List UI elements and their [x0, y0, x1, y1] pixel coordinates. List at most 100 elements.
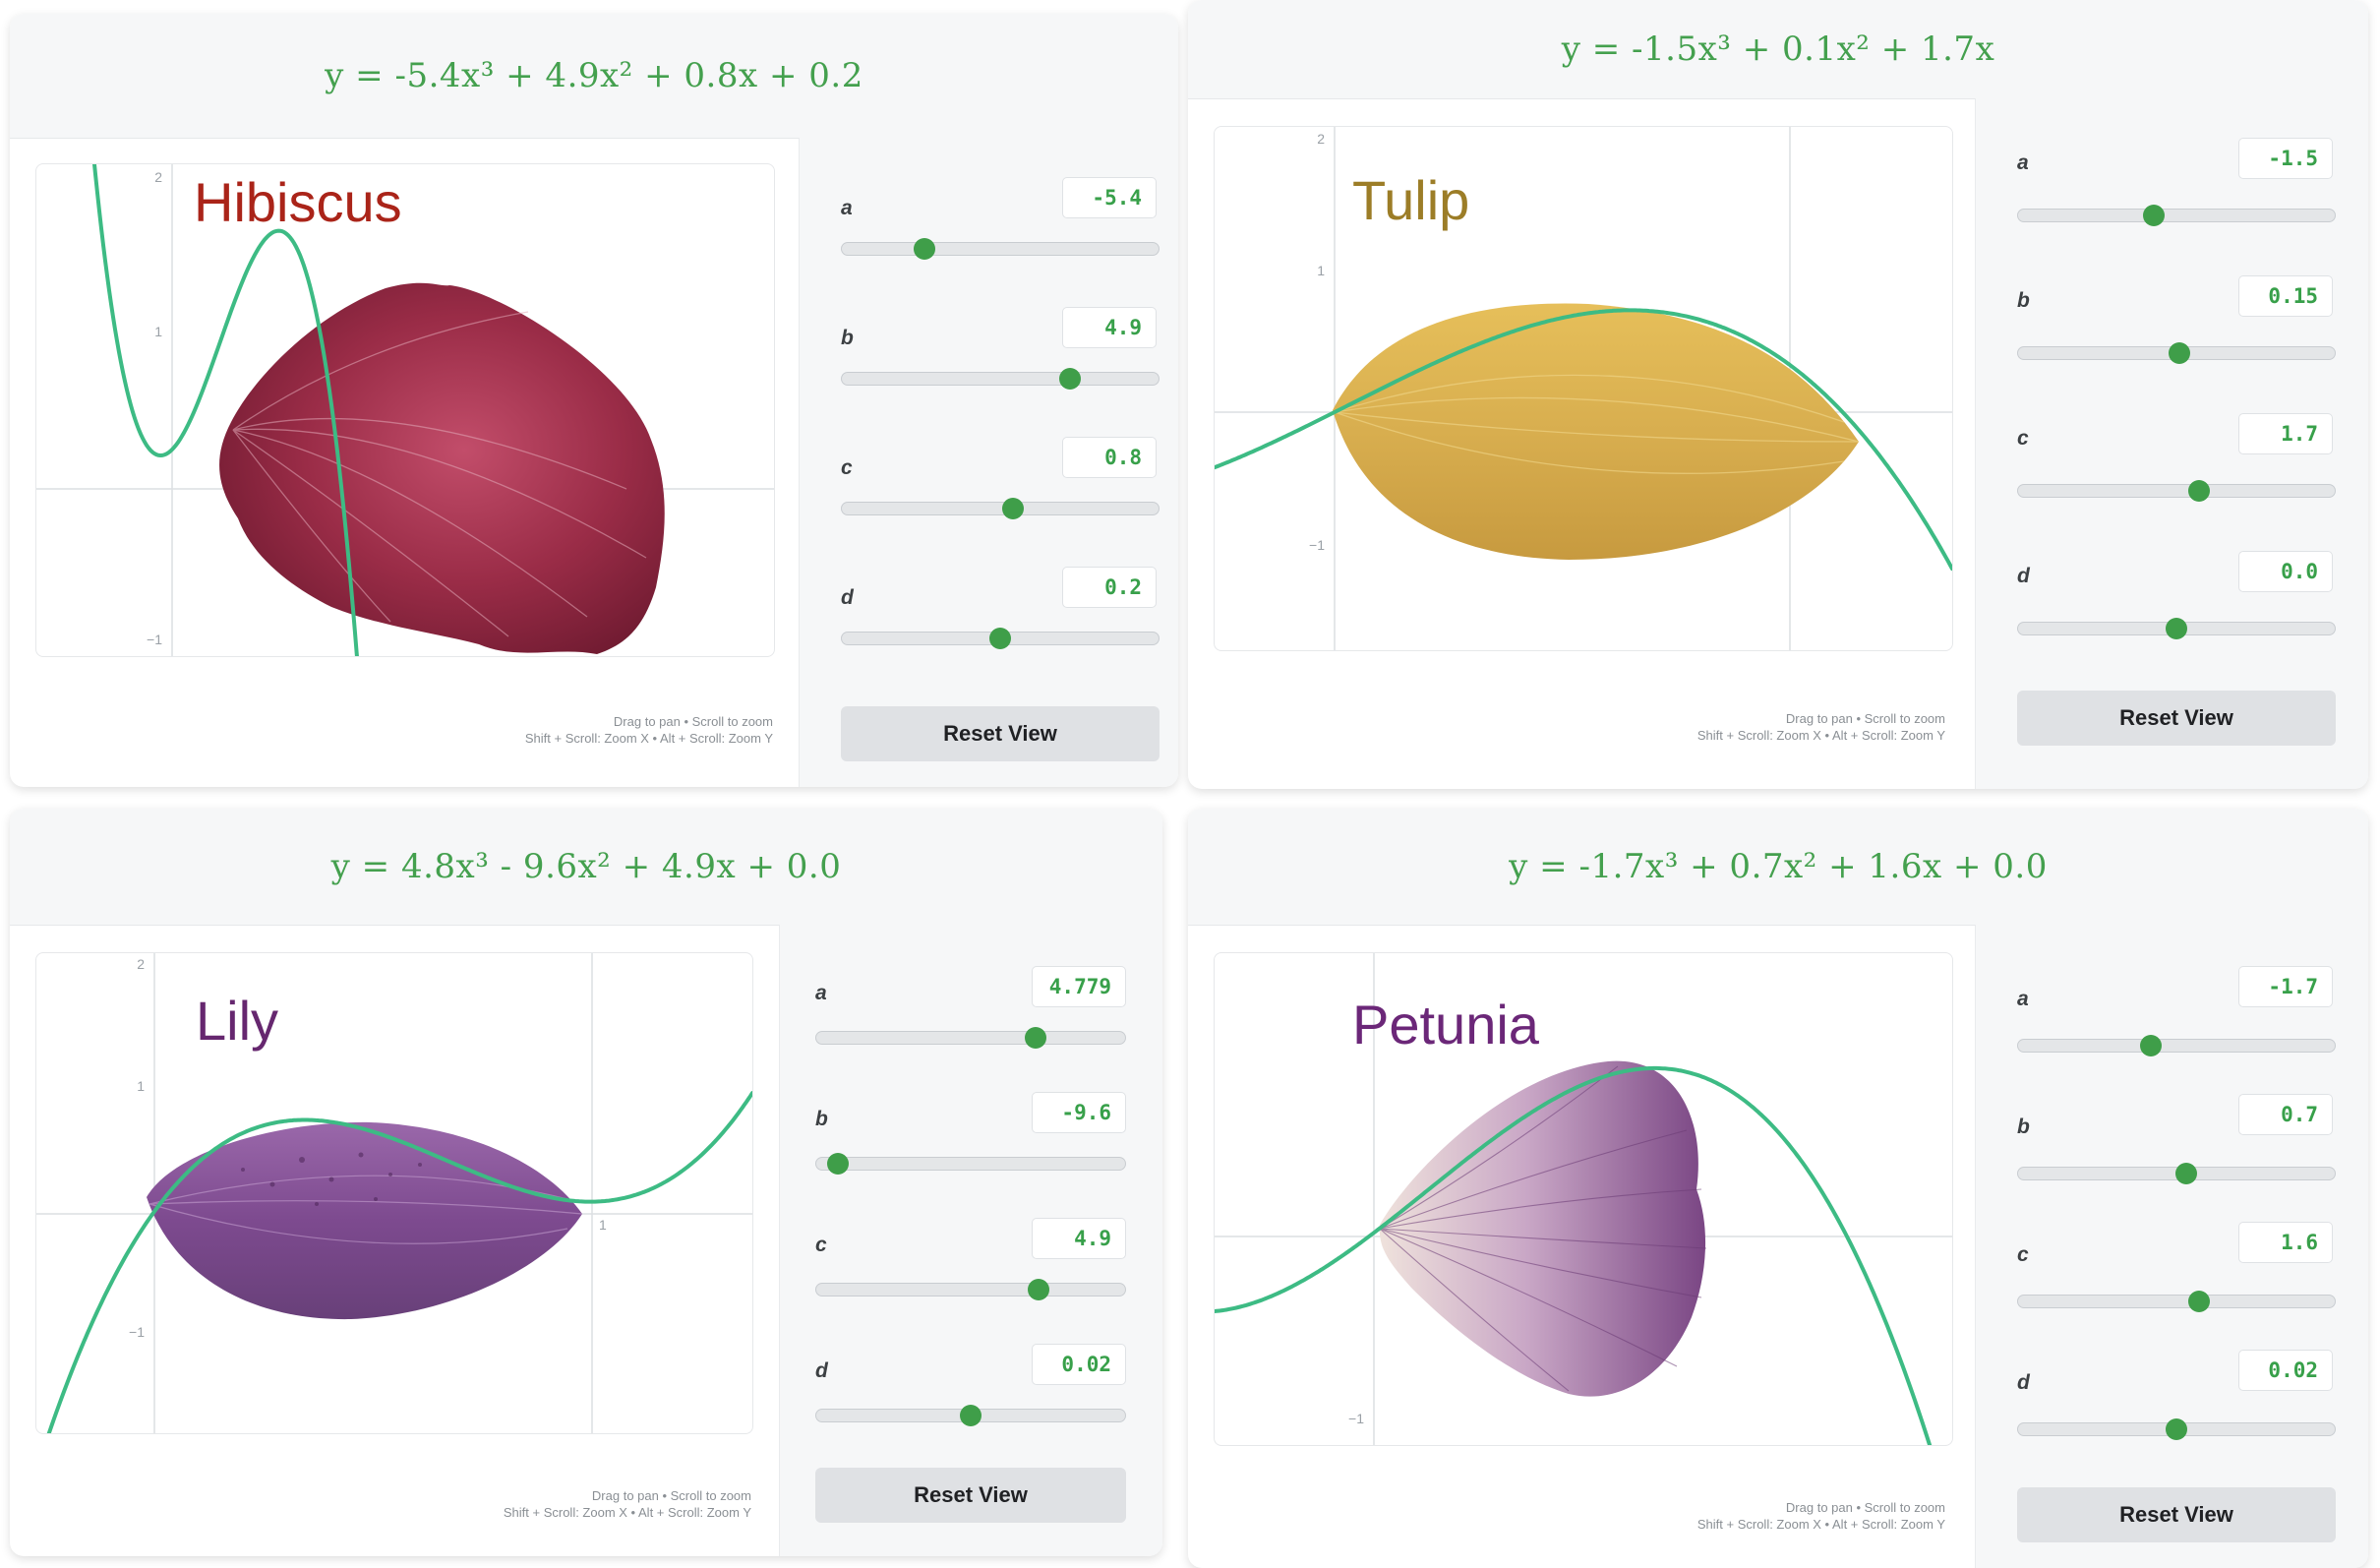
param-a-label: a [841, 197, 853, 219]
param-a-slider[interactable] [2017, 1035, 2336, 1056]
graph-canvas[interactable]: −1 [1214, 952, 1953, 1446]
equation-label: y = -5.4x³ + 4.9x² + 0.8x + 0.2 [325, 56, 863, 95]
param-d-slider[interactable] [2017, 618, 2336, 639]
graph-canvas[interactable]: 2 1 −1 Tulip [1214, 126, 1953, 651]
hibiscus-petal-image [219, 282, 665, 654]
slider-knob[interactable] [989, 628, 1011, 649]
cubic-curve [1215, 1065, 1933, 1445]
param-c-input[interactable]: 4.9 [1032, 1218, 1126, 1259]
slider-knob[interactable] [913, 238, 935, 260]
param-b-label: b [2017, 289, 2030, 312]
param-c-slider[interactable] [841, 498, 1160, 519]
reset-view-button[interactable]: Reset View [841, 706, 1160, 761]
reset-view-button[interactable]: Reset View [2017, 1487, 2336, 1542]
param-b-label: b [815, 1108, 828, 1130]
param-a-slider[interactable] [841, 238, 1160, 260]
equation-header: y = -1.7x³ + 0.7x² + 1.6x + 0.0 [1188, 809, 2368, 926]
graph-svg: 2 1 −1 [36, 164, 774, 656]
controls-panel: a -5.4 b 4.9 c 0.8 d 0.2 Reset View [799, 138, 1178, 787]
equation-label: y = -1.7x³ + 0.7x² + 1.6x + 0.0 [1509, 847, 2048, 886]
slider-knob[interactable] [2187, 1291, 2210, 1312]
param-a-slider[interactable] [815, 1027, 1126, 1049]
y-tick-label: 2 [1317, 131, 1325, 147]
slider-knob[interactable] [2166, 618, 2187, 639]
flower-name-label: Tulip [1352, 169, 1470, 231]
slider-knob[interactable] [2140, 1035, 2163, 1056]
controls-panel: a -1.7 b 0.7 c 1.6 d 0.02 Reset View [1975, 925, 2368, 1568]
param-b-slider[interactable] [2017, 342, 2336, 364]
hint-line: Shift + Scroll: Zoom X • Alt + Scroll: Z… [503, 1505, 751, 1520]
param-d-slider[interactable] [2017, 1418, 2336, 1440]
param-d-label: d [2017, 565, 2030, 587]
slider-knob[interactable] [2143, 205, 2166, 226]
x-tick-label: 1 [599, 1217, 607, 1233]
param-b-input[interactable]: 4.9 [1062, 307, 1157, 348]
param-c-label: c [2017, 427, 2029, 450]
param-d-input[interactable]: 0.02 [1032, 1344, 1126, 1385]
y-tick-label: 2 [154, 169, 162, 185]
slider-knob[interactable] [2169, 342, 2191, 364]
hibiscus-card: y = -5.4x³ + 4.9x² + 0.8x + 0.2 2 1 −1 [10, 14, 1178, 787]
cubic-curve [46, 1091, 752, 1433]
param-c-slider[interactable] [2017, 480, 2336, 502]
param-d-label: d [841, 586, 854, 609]
equation-header: y = -1.5x³ + 0.1x² + 1.7x [1188, 0, 2368, 99]
param-d-slider[interactable] [815, 1405, 1126, 1426]
param-c-label: c [841, 456, 853, 479]
equation-label: y = 4.8x³ - 9.6x² + 4.9x + 0.0 [330, 847, 842, 886]
param-b-slider[interactable] [815, 1153, 1126, 1175]
param-c-slider[interactable] [2017, 1291, 2336, 1312]
param-c-input[interactable]: 1.6 [2238, 1222, 2333, 1263]
cubic-curve [91, 164, 359, 656]
param-d-input[interactable]: 0.2 [1062, 567, 1157, 608]
slider-knob[interactable] [2174, 1163, 2197, 1184]
param-b-slider[interactable] [841, 368, 1160, 390]
hint-line: Drag to pan • Scroll to zoom [1785, 711, 1945, 726]
slider-knob[interactable] [960, 1405, 982, 1426]
param-a-input[interactable]: -5.4 [1062, 177, 1157, 218]
param-c-slider[interactable] [815, 1279, 1126, 1300]
reset-view-button[interactable]: Reset View [2017, 691, 2336, 746]
param-a-slider[interactable] [2017, 205, 2336, 226]
slider-knob[interactable] [1024, 1027, 1046, 1049]
equation-header: y = -5.4x³ + 4.9x² + 0.8x + 0.2 [10, 14, 1178, 139]
param-a-input[interactable]: 4.779 [1032, 966, 1126, 1007]
param-c-label: c [815, 1234, 827, 1256]
slider-knob[interactable] [1001, 498, 1024, 519]
reset-view-button[interactable]: Reset View [815, 1468, 1126, 1523]
param-c-input[interactable]: 1.7 [2238, 413, 2333, 454]
controls-panel: a 4.779 b -9.6 c 4.9 d 0.02 Reset View [779, 925, 1162, 1556]
param-c-input[interactable]: 0.8 [1062, 437, 1157, 478]
y-tick-label: 1 [1317, 263, 1325, 278]
y-tick-label: 2 [137, 956, 145, 972]
slider-knob[interactable] [1028, 1279, 1050, 1300]
param-b-label: b [2017, 1116, 2030, 1138]
param-b-slider[interactable] [2017, 1163, 2336, 1184]
param-b-input[interactable]: -9.6 [1032, 1092, 1126, 1133]
y-tick-label: −1 [129, 1324, 145, 1340]
param-d-input[interactable]: 0.0 [2238, 551, 2333, 592]
graph-svg: 2 1 −1 1 [36, 953, 752, 1433]
hint-line: Shift + Scroll: Zoom X • Alt + Scroll: Z… [1696, 728, 1945, 743]
param-b-input[interactable]: 0.7 [2238, 1094, 2333, 1135]
slider-knob[interactable] [826, 1153, 849, 1175]
slider-knob[interactable] [1058, 368, 1081, 390]
hint-line: Drag to pan • Scroll to zoom [591, 1488, 751, 1503]
param-d-slider[interactable] [841, 628, 1160, 649]
param-b-input[interactable]: 0.15 [2238, 275, 2333, 317]
hint-line: Drag to pan • Scroll to zoom [1785, 1500, 1945, 1515]
hint-line: Shift + Scroll: Zoom X • Alt + Scroll: Z… [1696, 1517, 1945, 1532]
y-tick-label: 1 [154, 324, 162, 339]
param-a-label: a [815, 982, 827, 1004]
equation-header: y = 4.8x³ - 9.6x² + 4.9x + 0.0 [10, 809, 1162, 926]
param-a-input[interactable]: -1.7 [2238, 966, 2333, 1007]
param-a-input[interactable]: -1.5 [2238, 138, 2333, 179]
slider-knob[interactable] [2187, 480, 2210, 502]
graph-hint-text: Drag to pan • Scroll to zoom Shift + Scr… [325, 713, 773, 747]
slider-knob[interactable] [2166, 1418, 2187, 1440]
graph-canvas[interactable]: 2 1 −1 1 [35, 952, 753, 1434]
lily-card: y = 4.8x³ - 9.6x² + 4.9x + 0.0 2 1 −1 1 [10, 809, 1162, 1556]
flower-name-label: Hibiscus [194, 171, 402, 233]
graph-canvas[interactable]: 2 1 −1 [35, 163, 775, 657]
param-d-input[interactable]: 0.02 [2238, 1350, 2333, 1391]
